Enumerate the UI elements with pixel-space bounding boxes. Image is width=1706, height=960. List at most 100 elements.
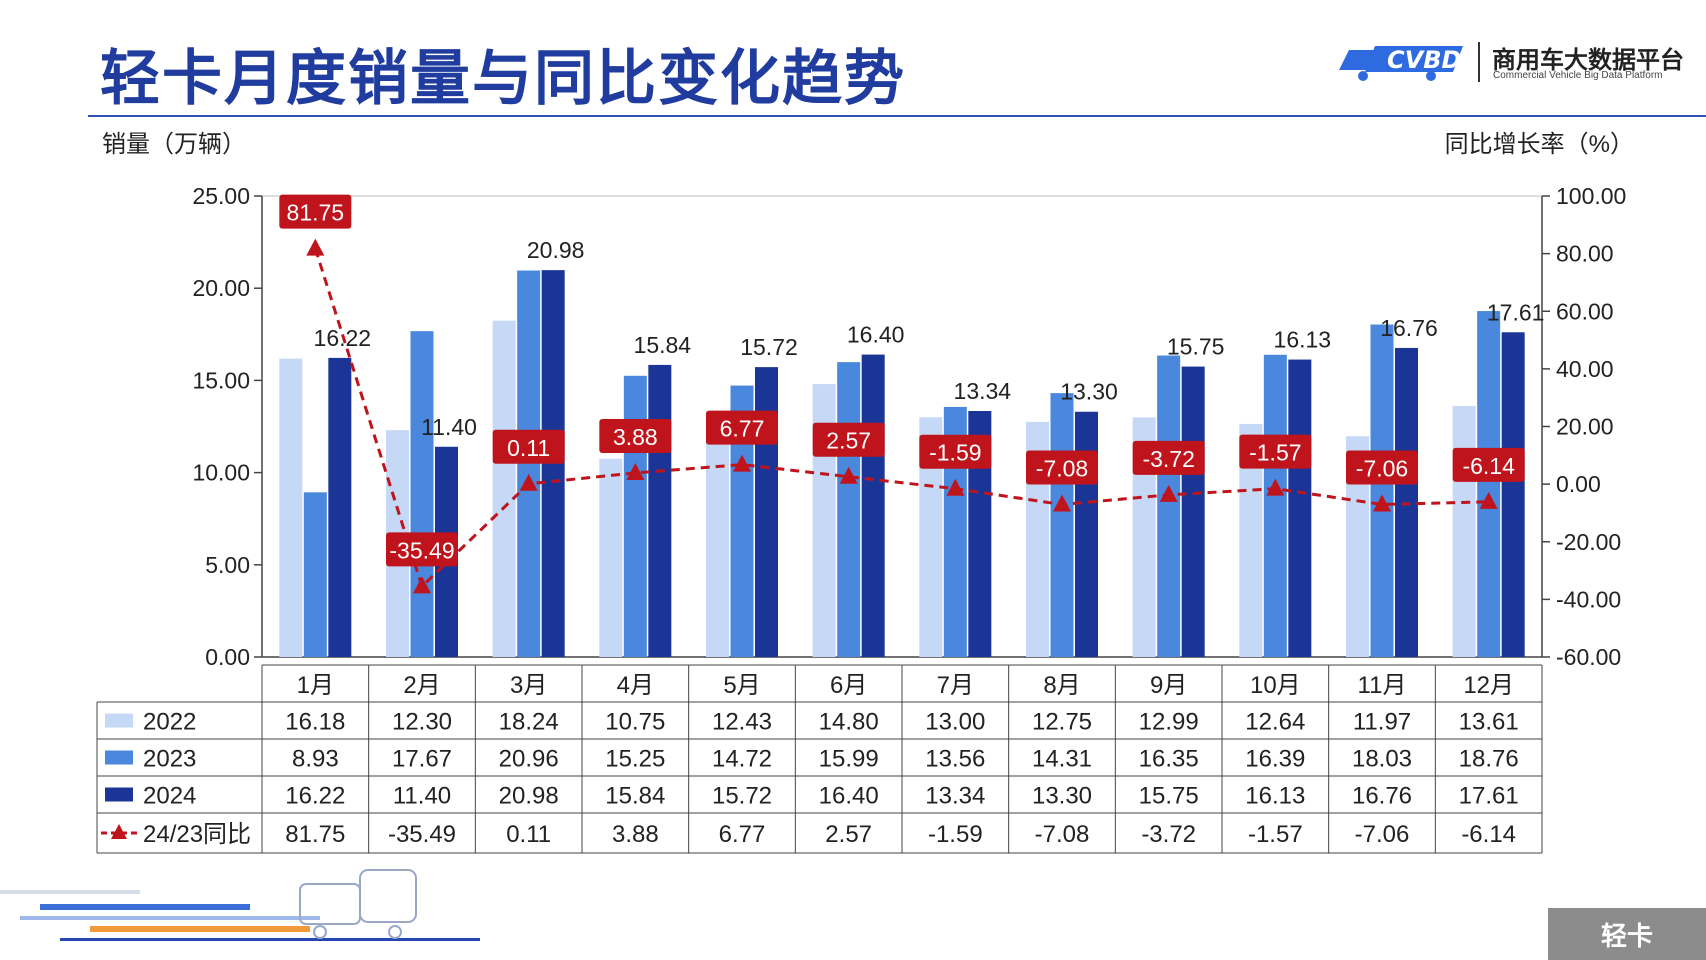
- logo-subtext: Commercial Vehicle Big Data Platform: [1493, 70, 1663, 81]
- bar-2023: [303, 492, 327, 657]
- cvbd-truck-logo-icon: CVBD: [1339, 46, 1463, 81]
- table-cell: 81.75: [285, 821, 345, 848]
- yoy-marker: [1159, 484, 1178, 502]
- table-cell: 15.99: [819, 746, 879, 773]
- left-tick-label: 0.00: [205, 644, 250, 670]
- table-cell: 18.24: [499, 709, 559, 736]
- bar-2022: [919, 417, 943, 657]
- bar-data-label: 11.40: [421, 414, 477, 440]
- table-cell: 2.57: [825, 821, 872, 848]
- table-cell: -35.49: [388, 821, 456, 848]
- yoy-label-box: [492, 429, 565, 464]
- legend-label: 2024: [143, 783, 196, 810]
- bar-2024: [1501, 332, 1525, 657]
- truck-decoration: [0, 869, 480, 941]
- left-tick-label: 10.00: [192, 460, 250, 486]
- yoy-marker: [946, 478, 965, 496]
- bar-data-label: 17.61: [1487, 299, 1545, 325]
- table-cell: 12.99: [1139, 709, 1199, 736]
- yoy-data-label: -3.72: [1142, 446, 1194, 472]
- yoy-marker: [413, 576, 431, 594]
- x-tick-label: 8月: [1043, 672, 1080, 699]
- bar-2023: [1370, 324, 1394, 657]
- table-cell: 10.75: [605, 709, 665, 736]
- bar-data-label: 15.84: [634, 332, 692, 358]
- yoy-data-label: 3.88: [613, 424, 658, 450]
- x-tick-label: 10月: [1250, 672, 1301, 699]
- bar-2023: [1477, 311, 1501, 657]
- table-cell: 13.30: [1032, 783, 1092, 810]
- yoy-marker: [839, 466, 858, 484]
- table-cell: -1.57: [1248, 821, 1303, 848]
- bar-data-label: 13.30: [1060, 379, 1118, 405]
- bar-2022: [1239, 423, 1263, 657]
- table-cell: 20.98: [499, 783, 559, 810]
- bar-2022: [706, 427, 729, 657]
- right-tick-label: -20.00: [1556, 529, 1621, 555]
- table-cell: 16.22: [285, 783, 345, 810]
- yoy-label-box: [599, 418, 672, 453]
- yoy-data-label: -1.57: [1249, 440, 1301, 466]
- bar-2023: [1157, 355, 1181, 657]
- x-tick-label: 6月: [830, 672, 867, 699]
- table-cell: 12.43: [712, 709, 772, 736]
- table-cell: 14.72: [712, 746, 772, 773]
- table-cell: -1.59: [928, 821, 983, 848]
- yoy-data-label: -7.06: [1356, 455, 1408, 481]
- bar-2024: [1075, 411, 1098, 657]
- table-cell: 8.93: [292, 746, 339, 773]
- right-tick-label: 20.00: [1556, 414, 1614, 440]
- legend-swatch: [105, 750, 133, 765]
- bar-2024: [861, 354, 885, 657]
- table-cell: 0.11: [506, 821, 551, 848]
- legend-label: 2023: [143, 746, 196, 773]
- bar-2024: [755, 367, 778, 657]
- table-cell: -7.08: [1035, 821, 1090, 848]
- bar-2023: [943, 406, 967, 657]
- yoy-marker: [733, 454, 751, 472]
- legend-label: 2022: [143, 709, 196, 736]
- table-cell: -7.06: [1355, 821, 1410, 848]
- bar-2023: [1050, 393, 1074, 657]
- svg-text:CVBD: CVBD: [1387, 46, 1461, 74]
- table-cell: 15.25: [605, 746, 665, 773]
- yoy-data-label: 81.75: [287, 200, 345, 226]
- table-cell: 14.31: [1032, 746, 1092, 773]
- yoy-label-box: [1026, 450, 1098, 485]
- yoy-data-label: -7.08: [1036, 456, 1088, 482]
- left-tick-label: 5.00: [205, 552, 250, 578]
- yoy-label-box: [1452, 447, 1525, 482]
- x-tick-label: 4月: [617, 672, 654, 699]
- yoy-label-box: [706, 410, 778, 445]
- legend-label: 24/23同比: [143, 821, 251, 848]
- right-tick-label: 100.00: [1556, 183, 1626, 209]
- table-cell: 17.61: [1459, 783, 1519, 810]
- bar-2023: [837, 362, 861, 657]
- bar-data-label: 13.34: [954, 378, 1012, 404]
- table-cell: 15.72: [712, 783, 772, 810]
- table-cell: 13.61: [1459, 709, 1519, 736]
- yoy-marker: [1266, 478, 1285, 496]
- table-cell: -3.72: [1141, 821, 1196, 848]
- table-cell: 20.96: [499, 746, 559, 773]
- x-tick-label: 7月: [937, 672, 974, 699]
- logo-text: 商用车大数据平台: [1492, 47, 1684, 74]
- bar-2023: [730, 385, 754, 657]
- yoy-data-label: -6.14: [1462, 453, 1515, 479]
- bar-2023: [623, 375, 647, 657]
- page-title: 轻卡月度销量与同比变化趋势: [100, 45, 906, 112]
- yoy-line: [313, 248, 1489, 590]
- bar-2023: [410, 331, 434, 657]
- yoy-data-label: -1.59: [929, 440, 981, 466]
- bar-2022: [1452, 406, 1476, 657]
- table-cell: 13.00: [925, 709, 985, 736]
- yoy-marker: [306, 238, 325, 256]
- left-tick-label: 25.00: [192, 183, 250, 209]
- table-cell: 17.67: [392, 746, 452, 773]
- bar-data-label: 15.72: [740, 334, 798, 360]
- yoy-marker: [519, 473, 538, 491]
- yoy-data-label: -35.49: [389, 537, 454, 563]
- bar-2022: [279, 358, 303, 657]
- yoy-label-box: [1346, 450, 1418, 485]
